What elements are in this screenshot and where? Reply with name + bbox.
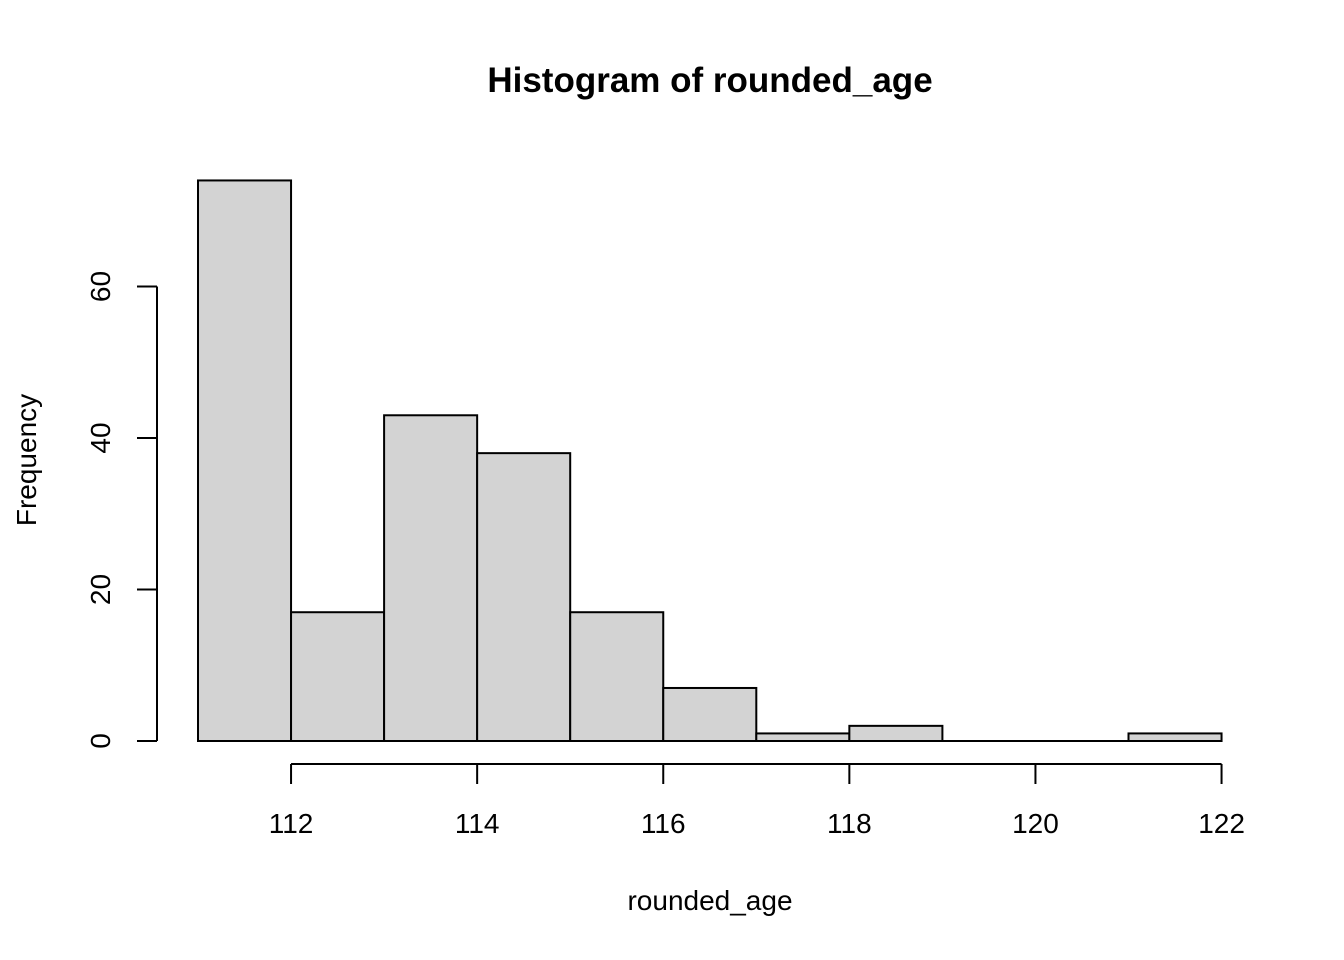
histogram-bar [848,724,944,742]
histogram-bar [1127,732,1223,742]
y-axis-label: Frequency [11,394,42,526]
histogram-bar [569,611,665,742]
histogram-bar [662,686,758,742]
y-tick-label: 60 [85,271,116,302]
x-axis: 112 114 116 118 120 122 [269,763,1245,839]
x-tick-label: 118 [827,808,872,839]
histogram-bar [755,732,851,742]
histogram-bar [197,179,293,742]
histogram-bar [290,611,386,742]
y-axis: 0 20 40 60 [85,271,158,749]
x-tick-label: 120 [1012,808,1059,839]
x-tick-label: 122 [1198,808,1245,839]
x-tick-label: 114 [455,808,500,839]
bars-group [197,179,1223,743]
y-tick-label: 20 [85,574,116,605]
histogram-bar [383,414,479,742]
y-tick-label: 40 [85,422,116,453]
histogram-bar [476,452,572,742]
chart-title: Histogram of rounded_age [487,61,932,100]
y-tick-label: 0 [85,733,116,749]
x-axis-label: rounded_age [627,885,792,916]
x-tick-label: 112 [269,808,314,839]
x-tick-label: 116 [641,808,686,839]
